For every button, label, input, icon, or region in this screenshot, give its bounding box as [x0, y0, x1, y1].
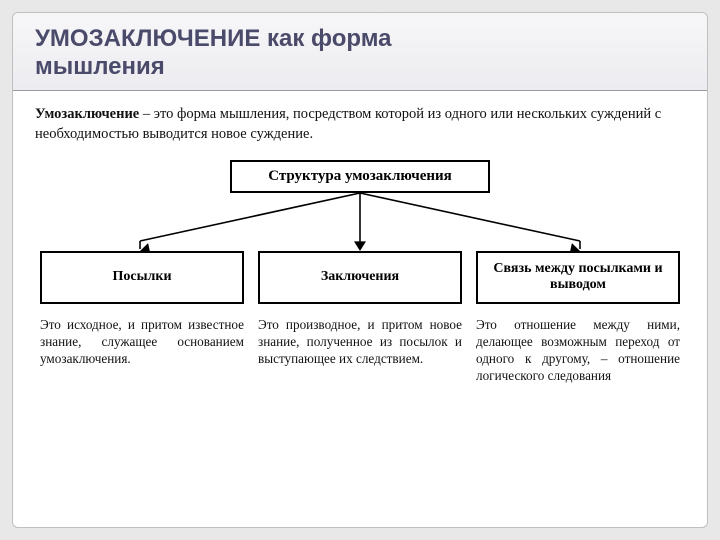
slide: УМОЗАКЛЮЧЕНИЕ как форма мышления Умозакл…	[12, 12, 708, 528]
slide-content: Умозаключение – это форма мышления, поср…	[13, 91, 707, 394]
slide-header: УМОЗАКЛЮЧЕНИЕ как форма мышления	[13, 13, 707, 91]
child-label-2: Связь между посылками и выводом	[484, 261, 672, 293]
child-node-0: Посылки	[40, 251, 244, 303]
description-0: Это исходное, и притом известное знание,…	[40, 316, 244, 385]
root-node-label: Структура умозаключения	[268, 168, 452, 184]
children-row: Посылки Заключения Связь между посылками…	[40, 251, 680, 303]
arrows-svg	[40, 193, 680, 251]
child-node-2: Связь между посылками и выводом	[476, 251, 680, 303]
description-2: Это отношение между ними, делающее возмо…	[476, 316, 680, 385]
descriptions-row: Это исходное, и притом известное знание,…	[40, 316, 680, 385]
title-line-2: мышления	[35, 53, 165, 80]
definition-term: Умозаключение	[35, 106, 139, 122]
child-node-1: Заключения	[258, 251, 462, 303]
tree-arrows	[40, 193, 680, 251]
root-node: Структура умозаключения	[230, 160, 490, 193]
child-label-0: Посылки	[112, 269, 171, 285]
title-line-1: УМОЗАКЛЮЧЕНИЕ как форма	[35, 25, 392, 52]
structure-diagram: Структура умозаключения Посылки Заключен…	[40, 160, 680, 384]
slide-title: УМОЗАКЛЮЧЕНИЕ как форма мышления	[35, 25, 685, 80]
child-label-1: Заключения	[321, 269, 399, 285]
description-1: Это производное, и притом новое знание, …	[258, 316, 462, 385]
definition-paragraph: Умозаключение – это форма мышления, поср…	[35, 105, 685, 144]
